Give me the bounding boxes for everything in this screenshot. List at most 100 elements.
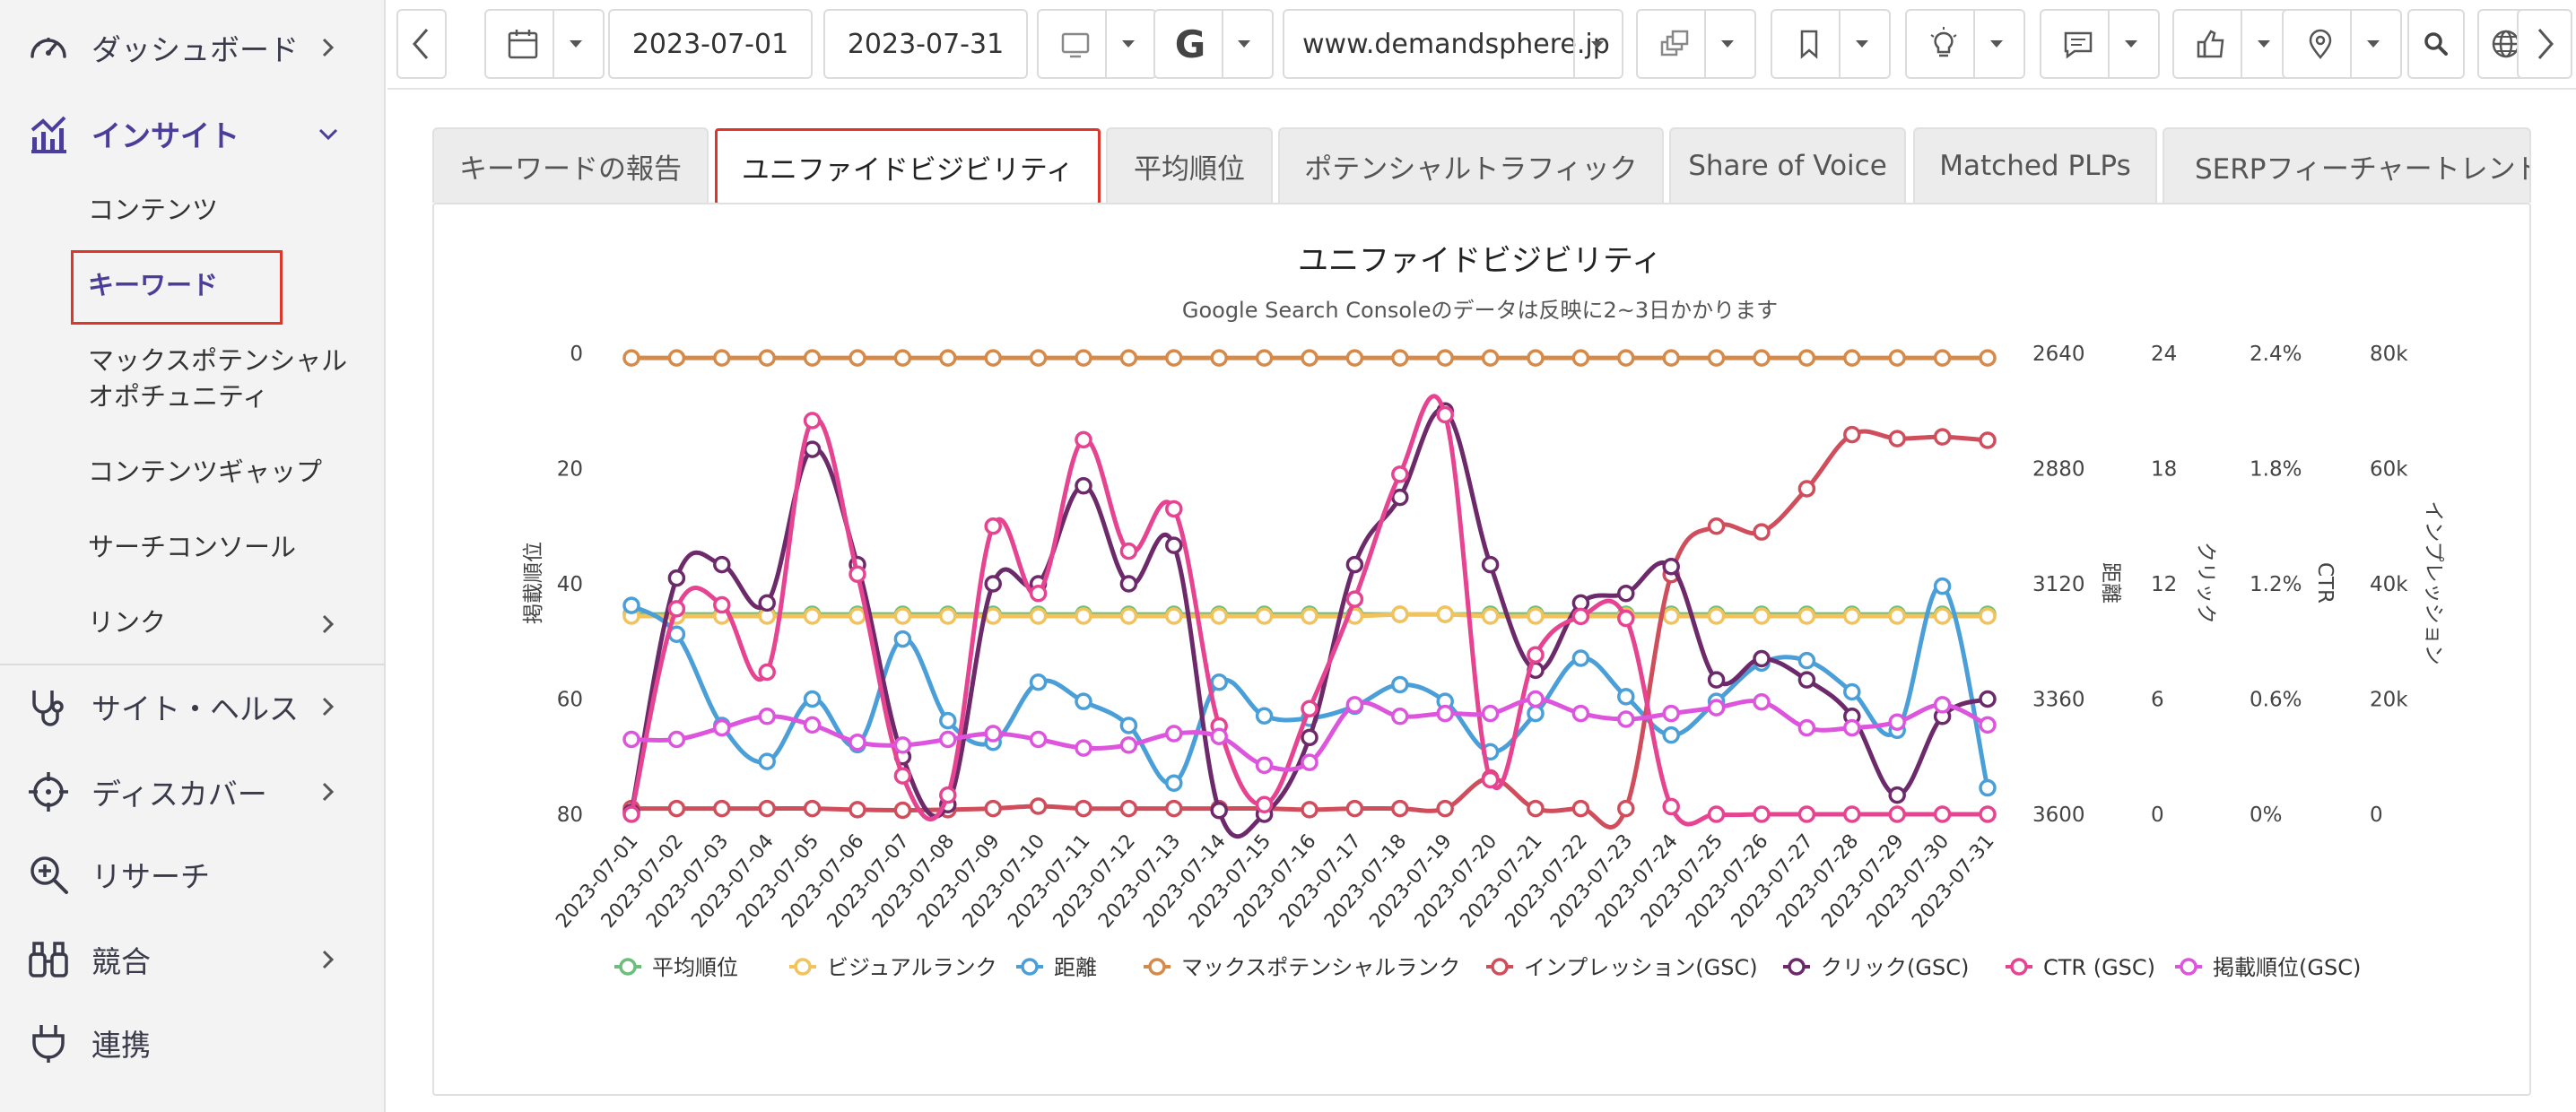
data-point-series-3 bbox=[849, 349, 866, 367]
sidebar-item-insights[interactable]: インサイト bbox=[0, 93, 386, 174]
data-point-series-4 bbox=[1571, 799, 1590, 818]
tab-potential-traffic[interactable]: ポテンシャルトラフィック bbox=[1278, 127, 1664, 203]
data-point-series-3 bbox=[1255, 349, 1274, 367]
tab-share-of-voice[interactable]: Share of Voice bbox=[1669, 127, 1906, 203]
legend-swatch-marker bbox=[1148, 958, 1166, 976]
y-tick-label-ctr: 0% bbox=[2250, 804, 2283, 827]
data-point-series-4 bbox=[849, 801, 866, 819]
sidebar-subitem-links[interactable]: リンク bbox=[88, 607, 167, 638]
sidebar-item-integrations[interactable]: 連携 bbox=[0, 1003, 386, 1083]
data-point-series-5 bbox=[1119, 575, 1138, 593]
data-point-series-2 bbox=[758, 752, 776, 770]
y-tick-label-distance: 3120 bbox=[2032, 573, 2085, 596]
data-point-series-7 bbox=[1933, 696, 1952, 714]
data-point-series-6 bbox=[1797, 805, 1816, 823]
data-point-series-3 bbox=[1707, 349, 1726, 367]
data-point-series-4 bbox=[667, 799, 686, 818]
data-point-series-3 bbox=[1075, 349, 1092, 367]
data-point-series-2 bbox=[1255, 707, 1274, 725]
next-button[interactable] bbox=[2517, 9, 2572, 79]
data-point-series-7 bbox=[1753, 692, 1771, 711]
data-point-series-1 bbox=[1843, 607, 1861, 625]
data-point-series-5 bbox=[1979, 690, 1997, 708]
data-point-series-2 bbox=[803, 690, 822, 708]
sidebar-subitem-max-potential-1[interactable]: マックスポテンシャル bbox=[88, 345, 348, 376]
data-point-series-7 bbox=[1662, 704, 1680, 723]
caret-down-icon bbox=[2258, 40, 2270, 48]
tab-keyword-report[interactable]: キーワードの報告 bbox=[432, 127, 709, 203]
calendar-dropdown[interactable] bbox=[484, 9, 605, 79]
data-point-series-3 bbox=[1391, 349, 1409, 367]
tab-serp-feature-trends[interactable]: SERPフィーチャートレンド bbox=[2163, 127, 2531, 203]
domain-dropdown[interactable]: www.demandsphere.jp bbox=[1283, 9, 1623, 79]
chart-subtitle: Google Search Consoleのデータは反映に2~3日かかります bbox=[1182, 298, 1778, 323]
legend-label: マックスポテンシャルランク bbox=[1181, 955, 1460, 980]
tab-unified-visibility[interactable]: ユニファイドビジビリティ bbox=[715, 128, 1101, 205]
sidebar-item-label: サイト・ヘルス bbox=[91, 691, 299, 726]
chevron-right-icon bbox=[322, 782, 335, 802]
split-divider bbox=[2108, 11, 2110, 77]
data-point-series-5 bbox=[1662, 557, 1680, 576]
data-point-series-3 bbox=[1753, 349, 1771, 367]
sidebar-item-label: リサーチ bbox=[91, 859, 210, 894]
start-date-input[interactable]: 2023-07-01 bbox=[608, 9, 813, 79]
data-point-series-6 bbox=[1571, 607, 1590, 626]
data-point-series-4 bbox=[1797, 480, 1816, 498]
data-point-series-1 bbox=[1979, 607, 1997, 625]
caret-down-icon bbox=[2367, 40, 2380, 48]
data-point-series-7 bbox=[622, 730, 640, 749]
sidebar-item-label: 競合 bbox=[91, 944, 151, 979]
prev-button[interactable] bbox=[396, 9, 447, 79]
data-point-series-7 bbox=[1210, 727, 1228, 746]
data-point-series-1 bbox=[1527, 607, 1545, 625]
data-point-series-7 bbox=[1029, 730, 1048, 749]
sidebar-subitem-content-gap[interactable]: コンテンツギャップ bbox=[88, 456, 323, 487]
data-point-series-5 bbox=[1391, 488, 1409, 507]
legend-swatch-marker bbox=[1021, 958, 1039, 976]
sidebar-subitem-content[interactable]: コンテンツ bbox=[88, 195, 219, 225]
comment-dropdown[interactable] bbox=[2040, 9, 2160, 79]
sidebar-subitem-search-console[interactable]: サーチコンソール bbox=[88, 532, 297, 562]
sidebar-item-discover[interactable]: ディスカバー bbox=[0, 751, 386, 832]
data-point-series-4 bbox=[1979, 431, 1997, 449]
data-point-series-2 bbox=[1843, 682, 1861, 701]
data-point-series-1 bbox=[893, 607, 912, 625]
data-point-series-7 bbox=[1707, 699, 1726, 717]
tag-dropdown[interactable] bbox=[1771, 9, 1891, 79]
data-point-series-6 bbox=[1753, 805, 1771, 823]
tab-average-rank[interactable]: 平均順位 bbox=[1106, 127, 1273, 203]
data-point-series-2 bbox=[1527, 704, 1545, 723]
sidebar-item-site-health[interactable]: サイト・ヘルス bbox=[0, 666, 386, 747]
data-point-series-6 bbox=[1481, 770, 1500, 789]
search-button[interactable] bbox=[2407, 9, 2465, 79]
keyword-group-dropdown[interactable] bbox=[1636, 9, 1756, 79]
dashboard-gauge-icon bbox=[30, 38, 66, 58]
end-date-input[interactable]: 2023-07-31 bbox=[823, 9, 1028, 79]
location-dropdown[interactable] bbox=[2282, 9, 2402, 79]
data-point-series-7 bbox=[1843, 718, 1861, 737]
sidebar-item-competitors[interactable]: 競合 bbox=[0, 919, 386, 1000]
insight-dropdown[interactable] bbox=[1905, 9, 2025, 79]
data-point-series-6 bbox=[1617, 609, 1635, 628]
search-engine-dropdown[interactable]: G bbox=[1153, 9, 1274, 79]
split-divider bbox=[1704, 11, 1706, 77]
sidebar-subitem-max-potential-2[interactable]: オポチュニティ bbox=[88, 381, 269, 412]
sidebar-item-label: 連携 bbox=[91, 1028, 151, 1063]
data-point-series-4 bbox=[1888, 430, 1906, 447]
data-point-series-5 bbox=[1165, 536, 1183, 554]
sidebar-item-dashboard[interactable]: ダッシュボード bbox=[0, 7, 386, 88]
sidebar-subitem-keywords[interactable]: キーワード bbox=[88, 270, 219, 300]
chart-title: ユニファイドビジビリティ bbox=[1298, 243, 1662, 279]
y-tick-label-distance: 2640 bbox=[2032, 343, 2085, 366]
tab-matched-plps[interactable]: Matched PLPs bbox=[1913, 127, 2157, 203]
data-point-series-4 bbox=[1707, 517, 1726, 535]
data-point-series-5 bbox=[1210, 801, 1228, 820]
data-point-series-5 bbox=[1707, 671, 1726, 689]
data-point-series-3 bbox=[1345, 349, 1364, 367]
desktop-icon bbox=[1061, 32, 1090, 58]
device-dropdown[interactable] bbox=[1037, 9, 1157, 79]
rating-dropdown[interactable] bbox=[2172, 9, 2293, 79]
sidebar-item-research[interactable]: リサーチ bbox=[0, 834, 386, 915]
data-point-series-4 bbox=[1391, 799, 1409, 818]
y-axis-label-rank: 掲載順位 bbox=[522, 542, 545, 624]
